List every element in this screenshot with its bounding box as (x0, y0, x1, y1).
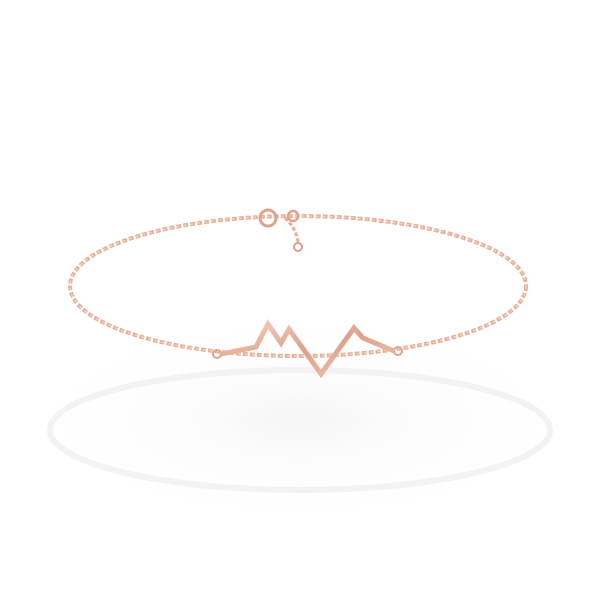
extension-chain (283, 216, 300, 243)
bracelet (68, 208, 528, 379)
heartbeat-pendant (220, 319, 395, 379)
extension-ring (293, 242, 303, 252)
floor-reflection (47, 367, 553, 493)
jump-ring (286, 209, 300, 223)
floor-shadow (10, 310, 590, 530)
chain-highlight (69, 215, 527, 357)
clasp (258, 208, 278, 228)
